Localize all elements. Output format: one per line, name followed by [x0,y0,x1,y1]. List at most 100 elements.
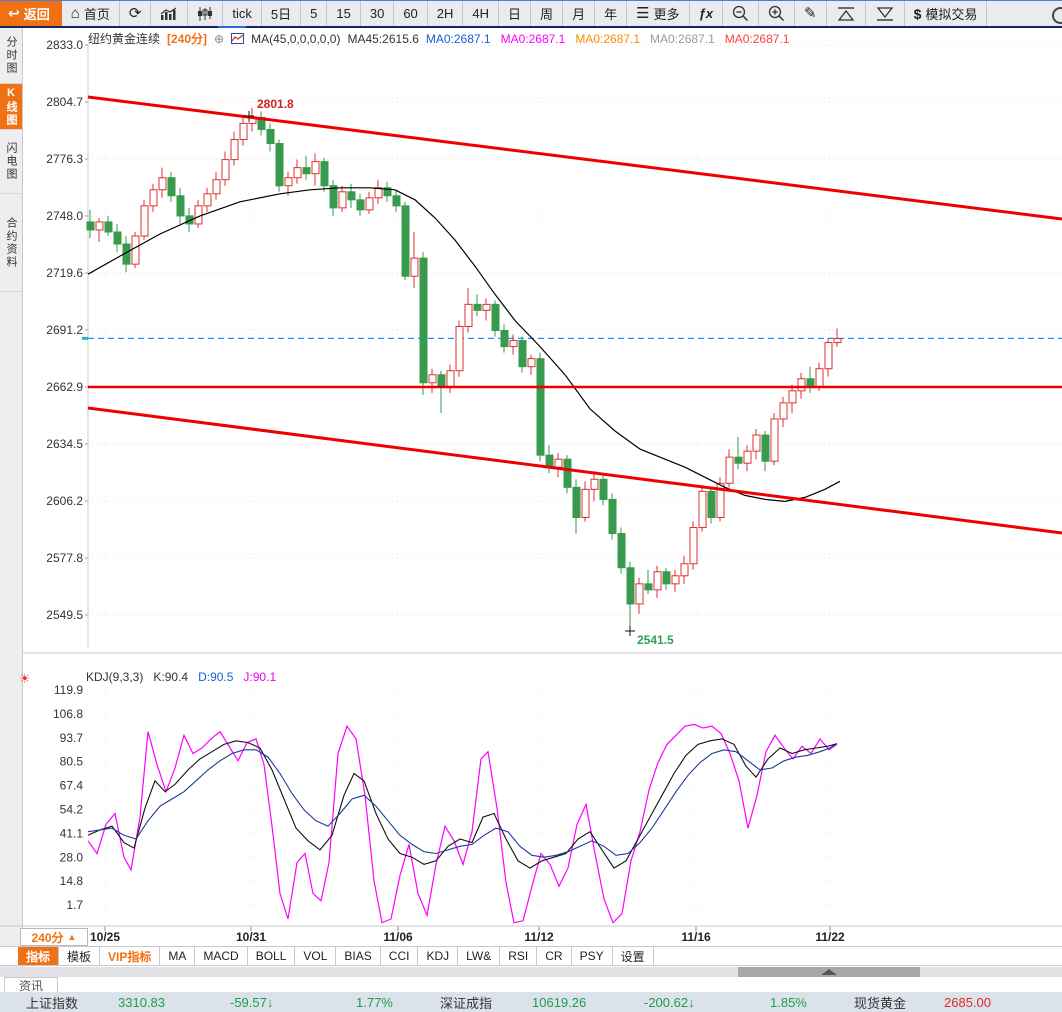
candle-body [698,490,707,529]
clock-icon[interactable] [1052,7,1062,24]
sidebar-item-active-tab[interactable]: K线图 [0,84,22,130]
candle-body [752,434,761,452]
ticker-label: 上证指数 [26,995,79,1011]
horizontal-scrollbar[interactable] [0,967,1062,977]
toolbar-item-tick[interactable]: tick [223,1,262,26]
tab-news[interactable]: 资讯 [4,977,59,993]
toolbar-item-area-chart[interactable] [151,1,189,26]
y-axis-label: 2549.5 [46,608,83,622]
toolbar-item-period-day[interactable]: 日 [499,1,532,26]
back-button[interactable]: ↩ 返回 [0,1,62,26]
candle-body [185,215,194,225]
kdj-settings-sun-icon[interactable]: ☀ [19,671,31,686]
candle-body [167,177,176,197]
toolbar-item-polygon-up[interactable] [827,1,866,26]
toolbar-item-label: 年 [604,7,618,22]
candle-body [500,330,509,348]
toolbar-item-formula[interactable]: ƒx [690,1,724,26]
toolbar-item-polygon-down[interactable] [866,1,905,26]
period-selector[interactable]: 240分 ▲ [20,928,88,946]
toolbar-item-period-month[interactable]: 月 [563,1,596,26]
main-chart-canvas[interactable]: 2833.0 2804.7 2776.3 2748.0 2719.6 2691.2 2662… [0,0,1062,980]
toolbar-item-period-15[interactable]: 15 [327,1,361,26]
kdj-d-value: D:90.5 [198,669,234,684]
kdj-k-line [87,738,838,869]
candle-body [104,221,113,233]
indicator-tab-RSI[interactable]: RSI [500,947,538,965]
toolbar-item-label: 15 [336,6,351,21]
period-up-triangle-icon: ▲ [67,932,77,942]
toolbar-item-label: 周 [540,7,554,22]
sidebar-item-tab[interactable]: 闪电图 [0,130,22,194]
indicator-tab-MA[interactable]: MA [160,947,196,965]
y-axis-label: 2833.0 [46,38,83,52]
toolbar-item-sim-trade[interactable]: $ 模拟交易 [905,1,988,26]
candle-body [347,191,356,201]
kdj-header: KDJ(9,3,3) K:90.4 D:90.5 J:90.1 [86,669,276,684]
chart-period[interactable]: [240分] [167,32,208,46]
toolbar-item-refresh[interactable]: ⟳ [120,1,152,26]
toolbar-item-period-4h[interactable]: 4H [463,1,500,26]
indicator-tab-CR[interactable]: CR [537,947,572,965]
menu-icon: ☰ [636,5,650,22]
toolbar-item-period-year[interactable]: 年 [595,1,628,26]
toolbar-item-period-2h[interactable]: 2H [428,1,464,26]
toolbar-item-label: 模拟交易 [925,7,978,22]
candle-body [608,498,617,535]
ma45-value: MA45:2615.6 [347,31,419,46]
indicator-tab-VIP指标[interactable]: VIP指标 [100,947,161,965]
candle-body [455,325,464,372]
kdj-axis-label: 67.4 [60,779,84,793]
candle-body [464,303,473,327]
y-axis-label: 2804.7 [46,95,83,109]
candle-body [617,533,626,569]
indicator-tab-CCI[interactable]: CCI [381,947,419,965]
indicator-tab-KDJ[interactable]: KDJ [418,947,459,965]
candle-body [680,563,689,577]
index-ticker-bar: 上证指数 3310.83 -59.57↓ 1.77% 深证成指 10619.26 -200.… [0,992,1062,1012]
indicator-tab-模板[interactable]: 模板 [59,947,101,965]
indicator-tab-MACD[interactable]: MACD [195,947,248,965]
toolbar-item-more[interactable]: ☰ 更多 [627,1,690,26]
sidebar-item-tab[interactable]: 合约资料 [0,194,22,292]
toolbar-item-home[interactable]: ⌂ 首页 [62,1,120,26]
toolbar-underline [0,26,1062,28]
indicator-tab-BOLL[interactable]: BOLL [248,947,296,965]
y-axis-label: 2719.6 [46,266,83,280]
kdj-axis-label: 41.1 [60,826,84,840]
toolbar-item-period-60[interactable]: 60 [394,1,428,26]
toolbar-item-candle-chart[interactable] [188,1,224,26]
candle-body [824,342,833,370]
candle-body [239,122,248,140]
indicator-tab-BIAS[interactable]: BIAS [336,947,381,965]
indicator-tab-设置[interactable]: 设置 [613,947,654,965]
candle-body [716,482,725,518]
toolbar-item-period-5[interactable]: 5 [301,1,328,26]
candle-body [779,402,788,420]
lower-trendline[interactable] [87,406,1062,535]
kdj-k-value: K:90.4 [153,669,189,684]
toolbar-item-zoom-out[interactable] [723,1,760,26]
candle-body [536,358,545,456]
toolbar-item-period-5d[interactable]: 5日 [262,1,302,26]
candle-chart-icon [198,6,213,21]
toolbar-item-period-week[interactable]: 周 [531,1,564,26]
upper-trendline[interactable] [87,95,1062,221]
toolbar-item-label: 更多 [653,7,680,22]
candle-body [554,458,563,468]
pencil-icon: ✎ [804,5,817,22]
candle-body [140,205,149,237]
candle-body [581,488,590,518]
toolbar-item-period-30[interactable]: 30 [361,1,395,26]
kdj-axis-label: 80.5 [60,755,84,769]
scrollbar-thumb[interactable] [738,967,920,977]
toolbar-item-zoom-in[interactable] [759,1,796,26]
indicator-tab-指标[interactable]: 指标 [18,947,60,965]
tri-up-icon [837,6,854,21]
add-indicator-icon[interactable]: ⊕ [214,31,225,46]
sidebar-item-tab[interactable]: 分时图 [0,28,22,84]
indicator-tab-VOL[interactable]: VOL [295,947,337,965]
toolbar-item-draw[interactable]: ✎ [795,1,827,26]
indicator-tab-LW&[interactable]: LW& [458,947,501,965]
indicator-tab-PSY[interactable]: PSY [572,947,613,965]
